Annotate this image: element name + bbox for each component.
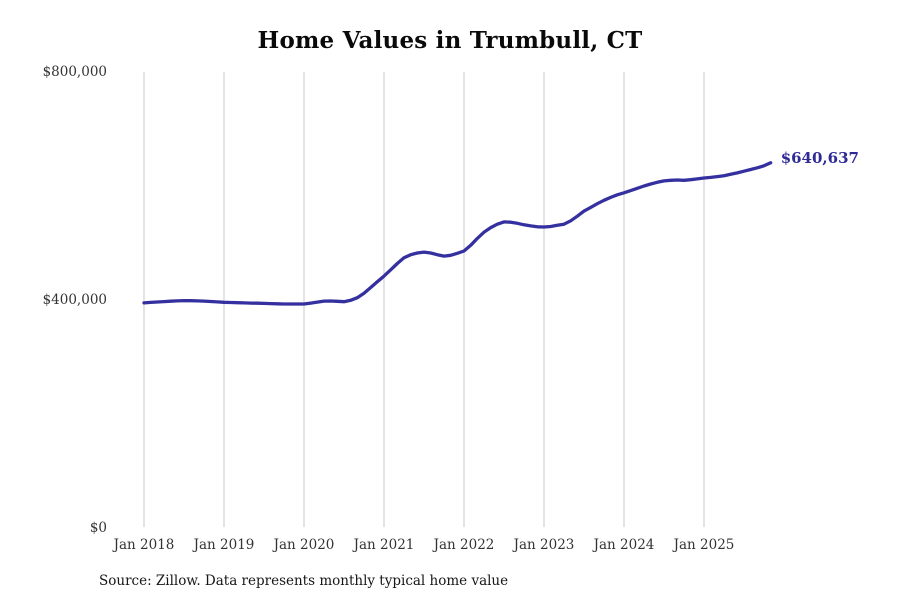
value-line	[142, 161, 773, 306]
x-axis-tick-label: Jan 2019	[193, 537, 255, 553]
x-axis-tick-label: Jan 2018	[113, 537, 175, 553]
chart-title: Home Values in Trumbull, CT	[257, 27, 643, 54]
x-axis-tick-label: Jan 2024	[593, 537, 655, 553]
x-axis-tick-label: Jan 2020	[273, 537, 335, 553]
gridlines-group	[143, 72, 705, 527]
source-note: Source: Zillow. Data represents monthly …	[99, 573, 509, 589]
x-axis-tick-label: Jan 2023	[513, 537, 575, 553]
x-axis-tick-label: Jan 2021	[353, 537, 415, 553]
x-axis-tick-label: Jan 2022	[433, 537, 495, 553]
y-axis-tick-label: $0	[89, 520, 107, 536]
x-axis-tick-label: Jan 2025	[673, 537, 735, 553]
last-value-label: $640,637	[780, 148, 859, 167]
y-axis-tick-label: $400,000	[42, 292, 107, 308]
y-axis-tick-label: $800,000	[42, 64, 107, 80]
